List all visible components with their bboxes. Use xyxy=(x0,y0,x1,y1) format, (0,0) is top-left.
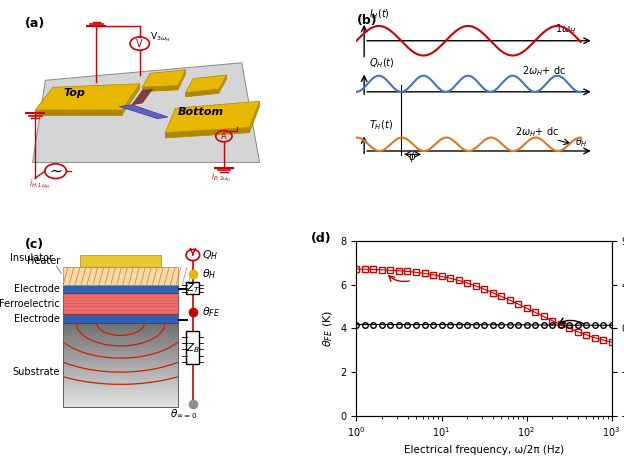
Bar xyxy=(63,396,178,399)
Bar xyxy=(63,315,178,323)
Text: Bottom: Bottom xyxy=(178,107,224,117)
Polygon shape xyxy=(32,63,260,163)
Bar xyxy=(63,343,178,346)
Text: Electrode: Electrode xyxy=(14,314,60,324)
Text: $Q_H(t)$: $Q_H(t)$ xyxy=(369,57,395,70)
Bar xyxy=(63,354,178,357)
Text: (b): (b) xyxy=(356,14,377,27)
Text: $T_H(t)$: $T_H(t)$ xyxy=(369,119,393,132)
Bar xyxy=(63,351,178,354)
Text: $\theta_H$: $\theta_H$ xyxy=(575,136,587,149)
Bar xyxy=(63,377,178,379)
Text: $\theta_{FE}$: $\theta_{FE}$ xyxy=(202,305,220,319)
Bar xyxy=(63,393,178,396)
Polygon shape xyxy=(35,84,140,110)
Bar xyxy=(63,323,178,326)
Bar xyxy=(63,337,178,340)
X-axis label: Electrical frequency, ω/2π (Hz): Electrical frequency, ω/2π (Hz) xyxy=(404,445,564,455)
Bar xyxy=(63,385,178,388)
Bar xyxy=(63,371,178,373)
Text: ~: ~ xyxy=(49,164,62,179)
Bar xyxy=(63,362,178,365)
Bar xyxy=(63,404,178,407)
Text: Electrode: Electrode xyxy=(14,284,60,294)
Polygon shape xyxy=(35,110,122,115)
Bar xyxy=(63,346,178,348)
Y-axis label: $\theta_{FE}$ (K): $\theta_{FE}$ (K) xyxy=(321,310,335,347)
Text: $Q_H$: $Q_H$ xyxy=(202,248,219,262)
Text: $\phi$: $\phi$ xyxy=(408,150,417,164)
Text: V$_{3\omega_H}$: V$_{3\omega_H}$ xyxy=(150,30,171,44)
Polygon shape xyxy=(142,85,178,91)
Bar xyxy=(63,382,178,385)
FancyBboxPatch shape xyxy=(186,331,200,364)
Text: $\theta_H$: $\theta_H$ xyxy=(202,267,217,281)
Polygon shape xyxy=(178,70,185,90)
Text: $Z_B$: $Z_B$ xyxy=(186,341,200,354)
Bar xyxy=(63,401,178,404)
Text: Substrate: Substrate xyxy=(12,367,60,377)
Polygon shape xyxy=(122,84,140,115)
Bar xyxy=(63,379,178,382)
Bar xyxy=(63,373,178,377)
Polygon shape xyxy=(142,70,185,87)
Bar xyxy=(63,323,178,407)
Bar xyxy=(63,340,178,343)
Bar xyxy=(63,334,178,337)
Polygon shape xyxy=(219,75,227,93)
Bar xyxy=(63,368,178,371)
Text: $Z_T$: $Z_T$ xyxy=(186,281,200,295)
Bar xyxy=(63,329,178,332)
Text: Ferroelectric: Ferroelectric xyxy=(0,299,60,309)
Bar xyxy=(63,357,178,359)
Text: $I_H(t)$: $I_H(t)$ xyxy=(369,7,390,21)
Bar xyxy=(63,359,178,362)
Text: Heater: Heater xyxy=(27,256,60,266)
Bar xyxy=(63,285,178,293)
Text: $1\omega_H$: $1\omega_H$ xyxy=(555,23,577,36)
FancyBboxPatch shape xyxy=(186,282,200,294)
Polygon shape xyxy=(185,89,219,97)
Text: $2\omega_H$+ dc: $2\omega_H$+ dc xyxy=(522,64,566,78)
Bar xyxy=(63,388,178,390)
Text: (c): (c) xyxy=(25,237,44,250)
Bar xyxy=(63,348,178,351)
Polygon shape xyxy=(165,128,250,138)
Polygon shape xyxy=(165,101,260,133)
Text: $i_{H,1\omega_H}$: $i_{H,1\omega_H}$ xyxy=(29,177,51,190)
Text: V: V xyxy=(137,38,143,49)
Text: (a): (a) xyxy=(25,18,45,30)
Text: A: A xyxy=(221,132,227,141)
Bar xyxy=(80,255,161,267)
Polygon shape xyxy=(119,105,168,119)
Text: Top: Top xyxy=(63,88,85,98)
Bar xyxy=(63,267,178,285)
Polygon shape xyxy=(132,89,152,105)
Text: Insulator: Insulator xyxy=(9,253,52,263)
Text: (d): (d) xyxy=(311,232,331,245)
Polygon shape xyxy=(185,75,227,92)
Bar xyxy=(63,365,178,368)
Bar xyxy=(63,390,178,393)
Text: $2\omega_H$+ dc: $2\omega_H$+ dc xyxy=(515,125,558,139)
Polygon shape xyxy=(250,101,260,133)
Bar xyxy=(63,399,178,401)
Bar xyxy=(63,332,178,334)
Text: $\theta_{\infty=0}$: $\theta_{\infty=0}$ xyxy=(170,407,197,421)
Bar xyxy=(63,326,178,329)
Bar xyxy=(63,293,178,315)
Text: $i_{P,2\omega_H}$: $i_{P,2\omega_H}$ xyxy=(211,171,232,184)
